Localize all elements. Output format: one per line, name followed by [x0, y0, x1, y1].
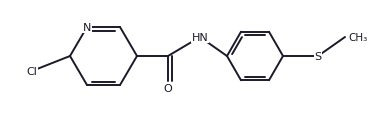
Text: O: O: [164, 83, 172, 93]
Text: N: N: [83, 23, 91, 33]
Text: CH₃: CH₃: [348, 33, 367, 43]
Text: S: S: [314, 52, 322, 61]
Text: HN: HN: [192, 33, 208, 43]
Text: Cl: Cl: [26, 66, 37, 76]
